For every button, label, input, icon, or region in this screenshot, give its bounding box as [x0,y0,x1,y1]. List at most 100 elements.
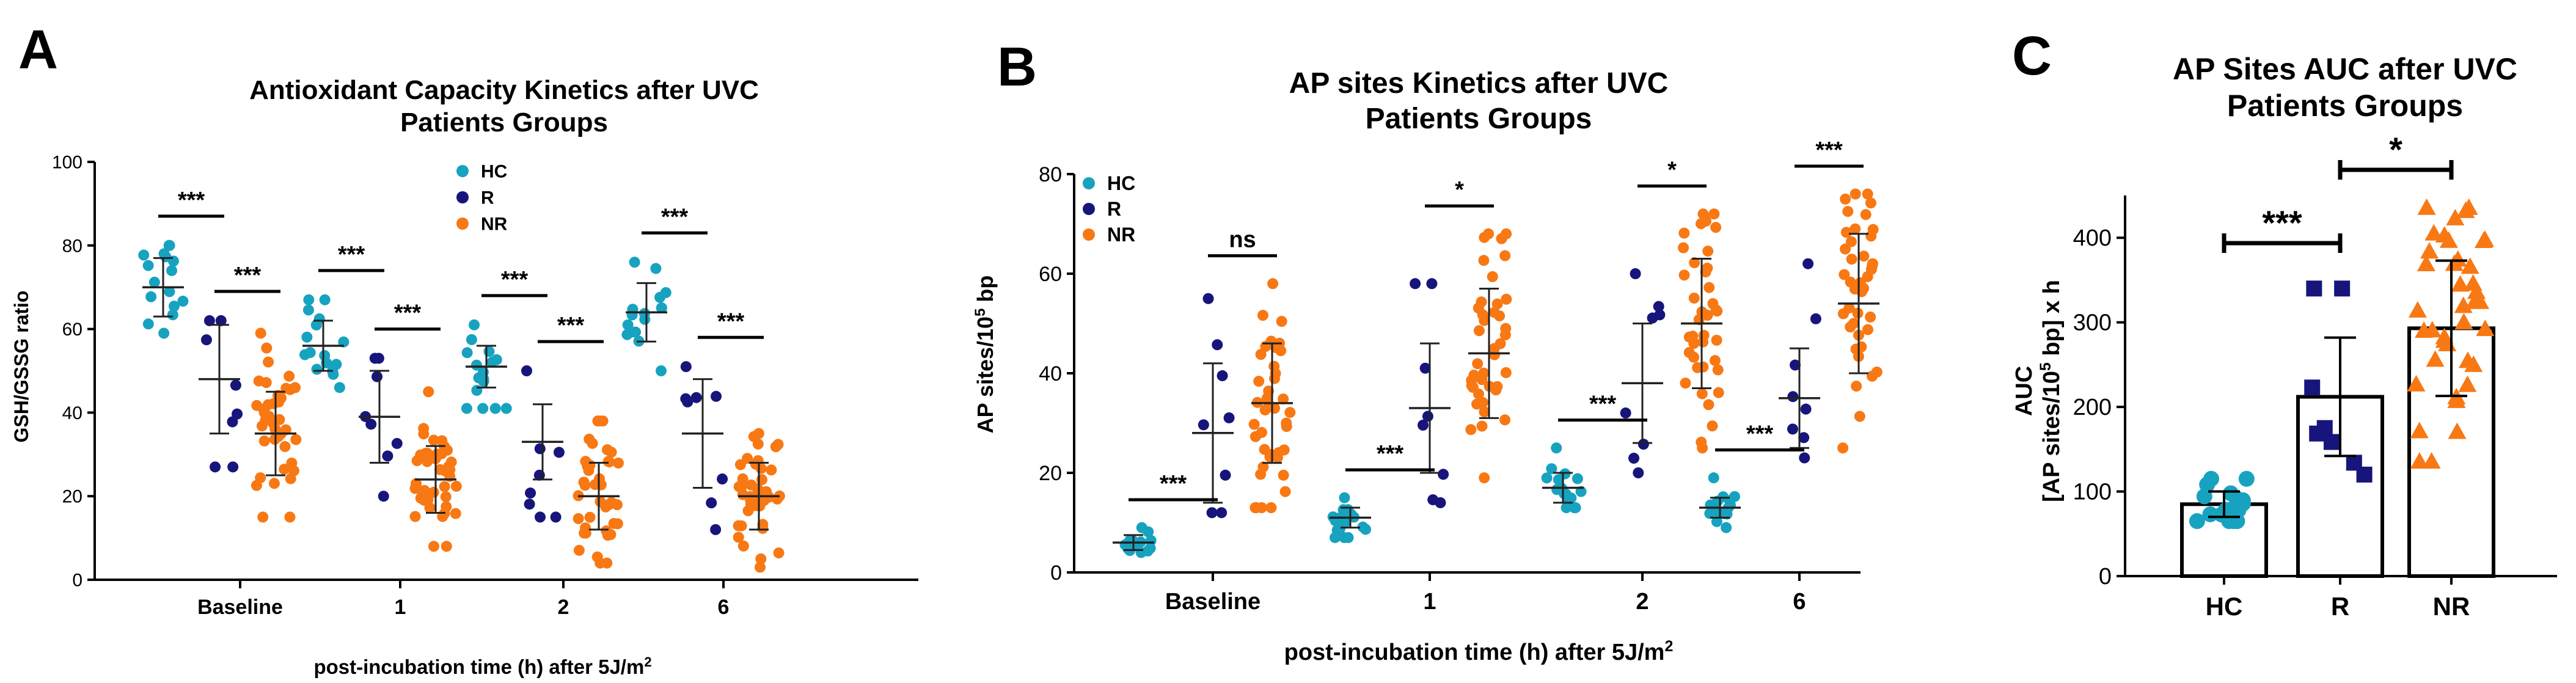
panel-b-point-nr [1265,502,1277,514]
panel-a-point-hc [334,382,345,393]
panel-c-point-r [2306,280,2322,297]
panel-b-point-r [1202,293,1214,304]
panel-a-point-nr [584,433,595,445]
panel-c-x-tick-label: HC [2206,592,2243,621]
panel-b-point-hc [1357,521,1369,533]
panel-a-point-hc [177,296,189,307]
panel-b-significance-label: *** [1589,392,1617,417]
panel-b-point-nr [1850,188,1861,200]
panel-b-point-nr [1699,211,1711,222]
panel-b-point-nr [1678,242,1689,254]
panel-b-point-nr [1479,315,1490,326]
panel-a-point-nr [422,494,434,506]
panel-a-point-nr [733,531,744,543]
panel-c-point-nr [2410,452,2429,469]
panel-b-point-r [1802,258,1814,269]
panel-a-point-nr [757,519,769,530]
panel-c: C AP Sites AUC after UVC Patients Groups… [2011,26,2557,621]
panel-b-point-r [1223,412,1235,423]
panel-b-title-line2: Patients Groups [1366,103,1592,135]
panel-c-point-nr [2458,375,2477,392]
panel-a-point-r [232,408,243,420]
panel-b-point-hc [1705,499,1716,511]
panel-c-point-nr [2410,422,2429,439]
panel-b-point-r [1212,339,1223,351]
panel-a-point-nr [603,499,615,511]
panel-c-point-nr [2454,313,2473,330]
panel-a-point-nr [261,342,273,354]
panel-b-point-nr [1846,254,1857,265]
panel-a-x-axis-title-sup: 2 [644,654,651,670]
panel-b-legend-label: HC [1107,172,1135,194]
panel-a-point-nr [260,377,272,389]
panel-a-point-r [524,499,535,510]
panel-a-significance-label: *** [501,267,529,293]
panel-b-point-nr [1499,414,1511,426]
panel-a: A Antioxidant Capacity Kinetics after UV… [10,20,918,678]
panel-b-point-nr [1703,399,1714,411]
panel-a-title-line1: Antioxidant Capacity Kinetics after UVC [249,75,759,105]
panel-a-point-nr [443,461,455,472]
panel-b-point-r [1427,494,1439,506]
panel-b-point-nr [1697,361,1709,373]
panel-a-point-nr [422,456,433,467]
panel-b-point-nr [1491,381,1503,392]
panel-a-point-nr [419,484,430,496]
panel-c-point-r [2309,425,2325,442]
panel-b-point-nr [1850,223,1861,235]
panel-a-point-r [371,371,383,382]
panel-b-point-nr [1854,411,1865,422]
panel-a-point-r [230,379,241,391]
panel-a-point-r [534,511,546,523]
panel-b-point-r [1620,407,1631,419]
panel-a-point-nr [602,456,614,467]
panel-c-significance-label: * [2389,130,2402,169]
panel-b-y-tick-label: 40 [1039,362,1062,385]
panel-a-point-r [365,418,377,430]
panel-a-point-r [706,497,717,509]
panel-b-point-r [1438,469,1449,480]
panel-b-point-nr [1700,266,1711,278]
panel-a-point-hc [142,260,154,271]
panel-b-significance-label: *** [1815,137,1843,163]
panel-b-significance-label: *** [1746,422,1774,447]
panel-a-point-hc [478,373,489,385]
panel-a-point-nr [578,477,590,488]
panel-c-point-nr [2447,391,2466,408]
panel-b-point-r [1800,403,1812,415]
panel-a-point-nr [573,544,585,556]
panel-a-point-nr [441,541,452,552]
panel-a-point-r [203,315,215,326]
panel-a-point-nr [279,441,291,453]
panel-b-point-nr [1850,343,1862,355]
panel-a-point-nr [439,481,450,492]
panel-c-point-nr [2476,320,2495,337]
panel-b-point-nr [1255,349,1267,360]
panel-b-point-r [1422,411,1433,422]
panel-a-point-hc [164,286,175,298]
panel-b-point-nr [1687,331,1699,342]
panel-a-y-tick-label: 0 [72,571,82,591]
panel-a-point-nr [734,459,746,470]
panel-a-point-nr [423,386,434,398]
panel-a-point-hc [148,276,160,288]
panel-b-point-r [1787,423,1798,435]
panel-a-point-hc [656,302,667,314]
panel-a-legend-label: HC [481,162,507,182]
panel-c-point-hc [2202,506,2219,522]
panel-b-point-nr [1478,367,1490,379]
panel-a-point-nr [613,457,624,469]
panel-b-point-nr [1702,246,1714,257]
panel-c-point-r [2304,379,2321,396]
panel-a-significance-label: *** [394,301,422,326]
panel-a-point-r [710,524,722,535]
panel-c-y-tick-label: 300 [2073,310,2112,336]
panel-a-point-nr [251,400,263,411]
panel-a-point-hc [626,309,638,321]
panel-a-point-nr [286,457,298,469]
panel-a-point-nr [431,448,443,460]
panel-a-point-hc [142,318,154,330]
panel-c-point-nr [2461,257,2479,274]
panel-a-point-hc [639,308,650,320]
panel-a-point-nr [754,561,766,573]
